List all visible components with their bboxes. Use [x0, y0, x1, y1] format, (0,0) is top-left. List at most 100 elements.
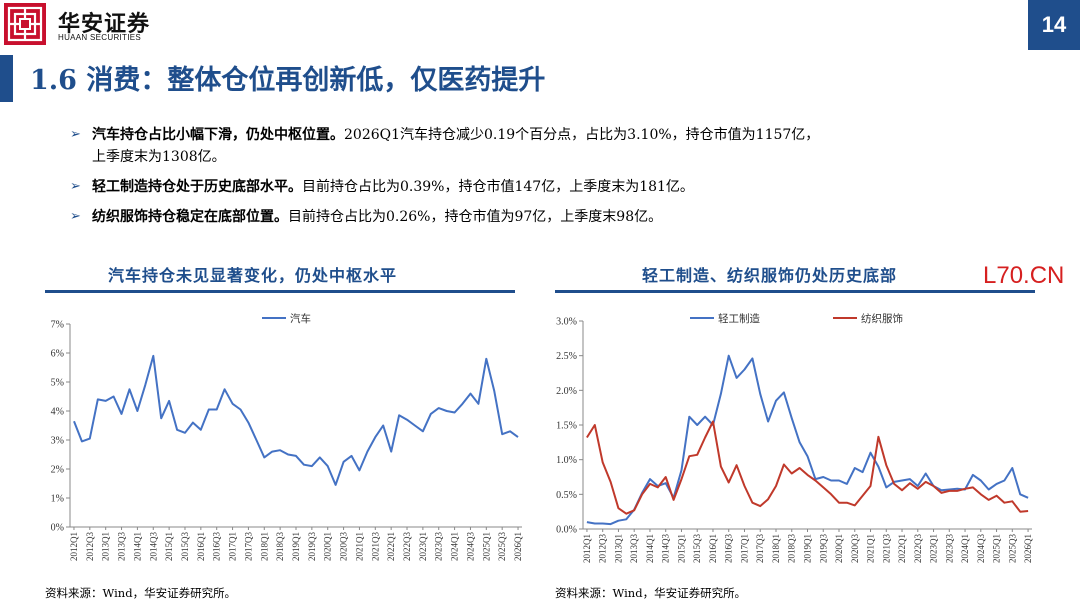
- x-tick-label: 2014Q1: [132, 532, 142, 561]
- x-tick-label: 2022Q1: [386, 532, 396, 561]
- y-tick-label: 2.0%: [556, 386, 577, 397]
- legend-label: 纺织服饰: [861, 312, 903, 325]
- x-tick-label: 2015Q1: [164, 532, 174, 561]
- x-tick-label: 2025Q1: [481, 532, 491, 561]
- bullet-item-textile: ➢ 纺织服饰持仓稳定在底部位置。目前持仓占比为0.26%，持仓市值为97亿，上季…: [70, 206, 990, 228]
- x-tick-label: 2026Q1: [1023, 534, 1033, 563]
- y-tick-label: 7%: [51, 320, 64, 331]
- x-tick-label: 2013Q1: [613, 534, 623, 563]
- bullet-body-cont: 上季度末为1308亿。: [92, 149, 226, 165]
- x-tick-label: 2021Q1: [354, 532, 364, 561]
- legend-label: 汽车: [290, 312, 311, 325]
- brand-name-en: HUAAN SECURITIES: [58, 33, 142, 42]
- x-tick-label: 2025Q1: [992, 534, 1002, 563]
- x-tick-label: 2017Q3: [755, 534, 765, 563]
- x-tick-label: 2024Q1: [450, 532, 460, 561]
- x-tick-label: 2016Q1: [196, 532, 206, 561]
- x-tick-label: 2021Q3: [881, 534, 891, 563]
- x-tick-label: 2024Q1: [960, 534, 970, 563]
- bullet-headline: 汽车持仓占比小幅下滑，仍处中枢位置。: [92, 127, 344, 143]
- x-tick-label: 2023Q3: [944, 534, 954, 563]
- x-tick-label: 2017Q1: [739, 534, 749, 563]
- x-tick-label: 2024Q3: [465, 532, 475, 561]
- x-tick-label: 2020Q1: [834, 534, 844, 563]
- series-line-纺织服饰: [586, 420, 1029, 515]
- x-tick-label: 2023Q1: [929, 534, 939, 563]
- chart-title-rule: [45, 290, 515, 293]
- x-tick-label: 2021Q1: [866, 534, 876, 563]
- chart-title-rule: [555, 290, 1035, 293]
- bullet-headline: 纺织服饰持仓稳定在底部位置。: [92, 209, 288, 225]
- chart-title-auto: 汽车持仓未见显著变化，仍处中枢水平: [108, 266, 398, 285]
- x-tick-label: 2022Q1: [897, 534, 907, 563]
- x-tick-label: 2012Q1: [582, 534, 592, 563]
- x-tick-label: 2022Q3: [913, 534, 923, 563]
- y-tick-label: 1.5%: [556, 421, 577, 432]
- x-tick-label: 2015Q3: [692, 534, 702, 563]
- bullet-headline: 轻工制造持仓处于历史底部水平。: [92, 179, 302, 195]
- x-tick-label: 2014Q1: [645, 534, 655, 563]
- x-tick-label: 2020Q3: [850, 534, 860, 563]
- x-tick-label: 2024Q3: [976, 534, 986, 563]
- x-tick-label: 2015Q3: [180, 532, 190, 561]
- x-tick-label: 2022Q3: [402, 532, 412, 561]
- y-tick-label: 3.0%: [556, 317, 577, 328]
- huaan-logo-icon: [4, 3, 46, 45]
- arrow-bullet-icon: ➢: [70, 209, 81, 224]
- x-tick-label: 2015Q1: [676, 534, 686, 563]
- arrow-bullet-icon: ➢: [70, 179, 81, 194]
- bullet-body: 目前持仓占比为0.39%，持仓市值147亿，上季度末为181亿。: [302, 179, 694, 195]
- page-title: 1.6 消费：整体仓位再创新低，仅医药提升: [30, 65, 546, 96]
- y-tick-label: 1%: [51, 494, 64, 505]
- x-tick-label: 2018Q1: [259, 532, 269, 561]
- chart-light-textile: 0.0% 0.5% 1.0% 1.5% 2.0% 2.5% 3.0% 2012Q1 2012Q3…: [556, 312, 1033, 563]
- x-tick-label: 2018Q3: [787, 534, 797, 563]
- x-tick-label: 2021Q3: [370, 532, 380, 561]
- series-line-轻工制造: [586, 354, 1029, 526]
- x-tick-label: 2013Q3: [117, 532, 127, 561]
- x-tick-label: 2014Q3: [148, 532, 158, 561]
- y-tick-label: 1.0%: [556, 455, 577, 466]
- x-tick-label: 2016Q1: [708, 534, 718, 563]
- bullet-body: 目前持仓占比为0.26%，持仓市值为97亿，上季度末98亿。: [288, 209, 663, 225]
- bullet-item-light-industry: ➢ 轻工制造持仓处于历史底部水平。目前持仓占比为0.39%，持仓市值147亿，上…: [70, 176, 990, 198]
- x-tick-label: 2019Q1: [291, 532, 301, 561]
- x-tick-label: 2016Q3: [724, 534, 734, 563]
- x-tick-label: 2019Q3: [307, 532, 317, 561]
- page-number: 14: [1028, 0, 1080, 50]
- x-tick-label: 2013Q3: [629, 534, 639, 563]
- x-tick-label: 2018Q1: [771, 534, 781, 563]
- x-tick-label: 2016Q3: [212, 532, 222, 561]
- x-tick-label: 2020Q1: [323, 532, 333, 561]
- x-tick-label: 2023Q1: [418, 532, 428, 561]
- brand-name-cn: 华安证券: [58, 11, 151, 37]
- chart-title-light-textile: 轻工制造、纺织服饰仍处历史底部: [642, 266, 898, 285]
- bullet-list: ➢ 汽车持仓占比小幅下滑，仍处中枢位置。2026Q1汽车持仓减少0.19个百分点…: [70, 124, 990, 236]
- y-tick-label: 2%: [51, 465, 64, 476]
- bullet-item-auto: ➢ 汽车持仓占比小幅下滑，仍处中枢位置。2026Q1汽车持仓减少0.19个百分点…: [70, 124, 990, 168]
- y-tick-label: 4%: [51, 407, 64, 418]
- x-tick-label: 2012Q3: [598, 534, 608, 563]
- x-tick-label: 2012Q1: [69, 532, 79, 561]
- watermark: L70.CN: [983, 262, 1065, 289]
- x-tick-label: 2026Q1: [513, 532, 523, 561]
- source-note: 资料来源：Wind，华安证券研究所。: [45, 586, 237, 600]
- x-tick-label: 2023Q3: [434, 532, 444, 561]
- title-accent-bar: [0, 55, 13, 102]
- bullet-body: 2026Q1汽车持仓减少0.19个百分点，占比为3.10%，持仓市值为1157亿…: [344, 127, 820, 143]
- x-tick-label: 2017Q1: [228, 532, 238, 561]
- y-tick-label: 2.5%: [556, 351, 577, 362]
- series-line-汽车: [73, 354, 519, 486]
- x-tick-label: 2025Q3: [497, 532, 507, 561]
- y-tick-label: 5%: [51, 378, 64, 389]
- y-tick-label: 0.5%: [556, 490, 577, 501]
- x-tick-label: 2012Q3: [85, 532, 95, 561]
- x-tick-label: 2014Q3: [661, 534, 671, 563]
- chart-auto: 0% 1% 2% 3% 4% 5% 6% 7% 2012Q1 2012Q3 2013Q1 2013Q3…: [51, 312, 523, 561]
- x-tick-label: 2019Q1: [803, 534, 813, 563]
- arrow-bullet-icon: ➢: [70, 127, 81, 142]
- x-tick-label: 2019Q3: [818, 534, 828, 563]
- x-tick-label: 2013Q1: [101, 532, 111, 561]
- x-tick-label: 2017Q3: [243, 532, 253, 561]
- legend-label: 轻工制造: [718, 312, 760, 325]
